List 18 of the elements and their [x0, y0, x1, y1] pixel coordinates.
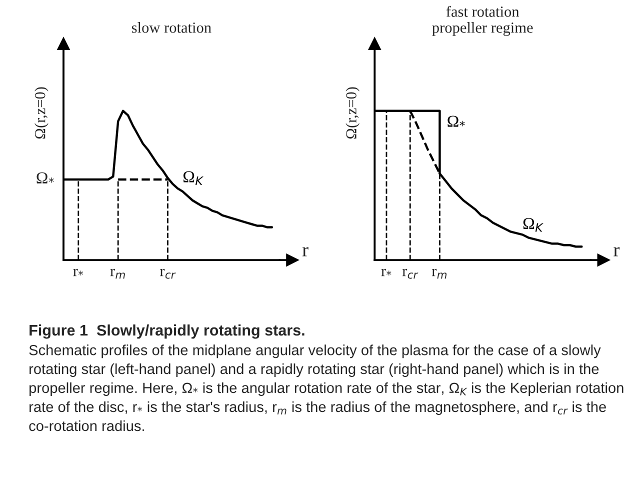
x-axis-title: r — [614, 247, 620, 256]
x-tick-label: r$_{*}$ — [73, 268, 84, 276]
text: Schematic profiles of the midplane angular velocity of the plasma for the case of a slowly rotating star (left-hand panel) and a rapidly rotating star (right-hand panel) which is in the propeller regime. Here, Ω$_{*}$ is the angular rotation rate of the star, Ω$_{K}$ is the Keplerian rotation rate of the disc, r$_{*}$ is the star's radius, r$_{m}$ is the radius of the magnetosphere, and r$_{cr}$ is the co-rotation radius. — [29, 344, 624, 432]
series-label: Ω$_{K}$ — [523, 218, 544, 232]
x-tick-label: r$_{cr}$ — [160, 268, 176, 279]
x-tick-label: r$_{cr}$ — [402, 268, 418, 279]
x-tick-label: r$_{m}$ — [110, 268, 125, 279]
x-tick-label: r$_{*}$ — [381, 268, 392, 276]
text: Ω$_{*}$ — [36, 172, 54, 184]
chart-title: slow rotation — [132, 22, 212, 33]
caption: Figure 1 Slowly/rapidly rotating stars. — [30, 324, 304, 339]
x-tick-label: r$_{m}$ — [432, 268, 447, 279]
y-axis-title: Ω(r,z=0) — [346, 87, 360, 139]
series-label: Ω$_{K}$ — [183, 171, 204, 185]
y-axis-title: Ω(r,z=0) — [34, 87, 48, 139]
series-label: Ω$_{*}$ — [448, 116, 465, 127]
x-axis-title: r — [302, 247, 308, 256]
chart-title: fast rotation propeller regime — [432, 6, 533, 36]
